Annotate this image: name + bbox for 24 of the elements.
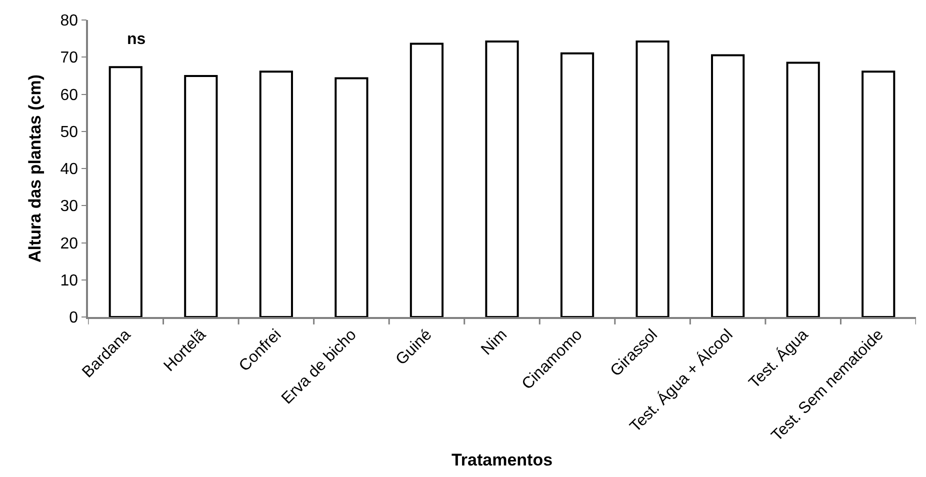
x-axis-title: Tratamentos xyxy=(451,450,553,470)
bar xyxy=(711,54,745,317)
y-tick-label: 0 xyxy=(69,310,78,327)
y-axis-title: Altura das plantas (cm) xyxy=(25,74,44,262)
bar xyxy=(259,70,293,317)
y-tick-label: 10 xyxy=(60,272,78,290)
y-tick-label: 50 xyxy=(60,124,78,141)
bar xyxy=(862,70,896,317)
bar xyxy=(786,62,820,317)
x-tick-label: Nim xyxy=(478,326,510,359)
bar xyxy=(636,40,670,317)
annotation: ns xyxy=(127,31,146,48)
bar xyxy=(560,52,594,317)
bar xyxy=(184,75,218,317)
y-tick-label: 40 xyxy=(60,161,78,178)
bar xyxy=(108,66,142,317)
y-tick-label: 30 xyxy=(60,198,78,216)
y-tick-label: 70 xyxy=(60,50,78,67)
y-tick-label: 20 xyxy=(60,235,78,252)
bar xyxy=(334,77,368,317)
y-tick-label: 80 xyxy=(60,12,78,30)
bar xyxy=(410,42,444,317)
bar xyxy=(485,40,519,317)
y-tick-label: 60 xyxy=(60,86,78,104)
